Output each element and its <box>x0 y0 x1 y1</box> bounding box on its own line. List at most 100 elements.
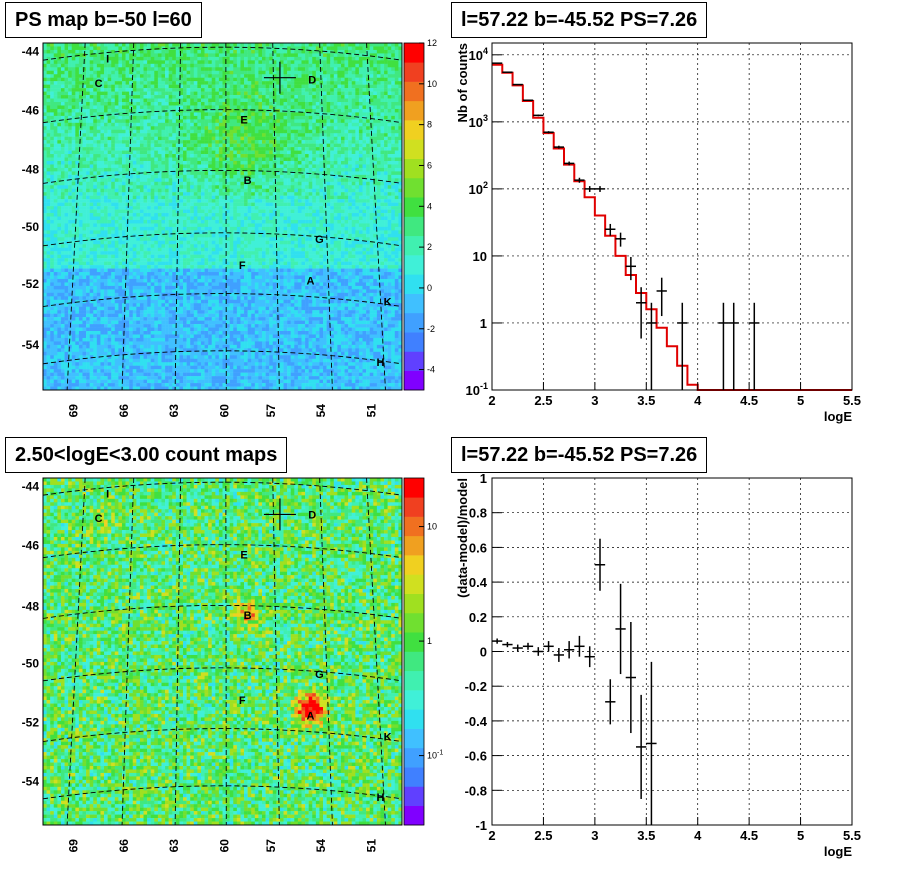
map-pixel <box>172 161 176 165</box>
map-pixel <box>233 71 237 75</box>
map-pixel <box>284 105 288 109</box>
map-pixel <box>384 53 388 57</box>
map-pixel <box>377 213 381 217</box>
map-pixel <box>330 46 334 50</box>
map-pixel <box>380 147 384 151</box>
map-pixel <box>269 119 273 123</box>
map-pixel <box>388 88 392 92</box>
map-pixel <box>269 64 273 68</box>
map-pixel <box>377 109 381 113</box>
map-pixel <box>86 130 90 134</box>
map-pixel <box>291 140 295 144</box>
map-pixel <box>129 140 133 144</box>
map-pixel <box>197 178 201 182</box>
map-pixel <box>108 85 112 89</box>
map-pixel <box>161 206 165 210</box>
map-pixel <box>327 196 331 200</box>
map-pixel <box>316 192 320 196</box>
map-pixel <box>86 178 90 182</box>
map-pixel <box>133 119 137 123</box>
map-pixel <box>86 154 90 158</box>
map-pixel <box>316 88 320 92</box>
map-pixel <box>341 81 345 85</box>
map-pixel <box>47 78 51 82</box>
map-pixel <box>251 99 255 103</box>
map-pixel <box>161 175 165 179</box>
map-pixel <box>90 43 94 47</box>
map-pixel <box>108 164 112 168</box>
map-pixel <box>176 67 180 71</box>
map-pixel <box>201 137 205 141</box>
map-pixel <box>237 189 241 193</box>
map-pixel <box>82 123 86 127</box>
map-pixel <box>251 203 255 207</box>
map-pixel <box>82 151 86 155</box>
map-pixel <box>169 119 173 123</box>
map-pixel <box>352 133 356 137</box>
map-pixel <box>194 158 198 162</box>
map-pixel <box>133 182 137 186</box>
map-pixel <box>201 192 205 196</box>
map-pixel <box>359 81 363 85</box>
map-pixel <box>82 130 86 134</box>
map-pixel <box>334 92 338 96</box>
map-pixel <box>90 95 94 99</box>
map-pixel <box>197 81 201 85</box>
map-pixel <box>284 189 288 193</box>
map-pixel <box>212 130 216 134</box>
map-pixel <box>183 57 187 61</box>
map-pixel <box>395 171 399 175</box>
map-pixel <box>54 116 58 120</box>
map-pixel <box>301 85 305 89</box>
map-pixel <box>262 161 266 165</box>
map-pixel <box>337 154 341 158</box>
map-pixel <box>323 85 327 89</box>
map-pixel <box>147 192 151 196</box>
map-pixel <box>111 171 115 175</box>
map-pixel <box>108 203 112 207</box>
map-pixel <box>215 105 219 109</box>
map-pixel <box>72 175 76 179</box>
map-pixel <box>388 81 392 85</box>
map-pixel <box>370 99 374 103</box>
map-pixel <box>244 130 248 134</box>
map-pixel <box>136 71 140 75</box>
map-pixel <box>276 53 280 57</box>
map-pixel <box>140 116 144 120</box>
map-pixel <box>154 50 158 54</box>
map-pixel <box>384 154 388 158</box>
map-pixel <box>122 99 126 103</box>
map-pixel <box>187 88 191 92</box>
map-pixel <box>172 126 176 130</box>
map-pixel <box>305 199 309 203</box>
map-pixel <box>205 85 209 89</box>
map-pixel <box>363 99 367 103</box>
map-pixel <box>330 189 334 193</box>
map-pixel <box>388 46 392 50</box>
map-pixel <box>276 203 280 207</box>
map-pixel <box>86 210 90 214</box>
map-pixel <box>50 154 54 158</box>
map-pixel <box>68 189 72 193</box>
map-pixel <box>68 140 72 144</box>
map-pixel <box>190 92 194 96</box>
map-pixel <box>240 140 244 144</box>
map-pixel <box>352 192 356 196</box>
map-pixel <box>309 182 313 186</box>
map-pixel <box>126 126 130 130</box>
map-pixel <box>50 78 54 82</box>
map-pixel <box>266 206 270 210</box>
map-pixel <box>172 105 176 109</box>
map-pixel <box>341 178 345 182</box>
map-pixel <box>136 210 140 214</box>
map-pixel <box>323 46 327 50</box>
map-pixel <box>57 137 61 141</box>
map-pixel <box>208 210 212 214</box>
map-pixel <box>327 57 331 61</box>
map-pixel <box>284 175 288 179</box>
map-pixel <box>54 133 58 137</box>
map-pixel <box>194 53 198 57</box>
map-pixel <box>126 71 130 75</box>
map-pixel <box>312 175 316 179</box>
map-pixel <box>72 119 76 123</box>
